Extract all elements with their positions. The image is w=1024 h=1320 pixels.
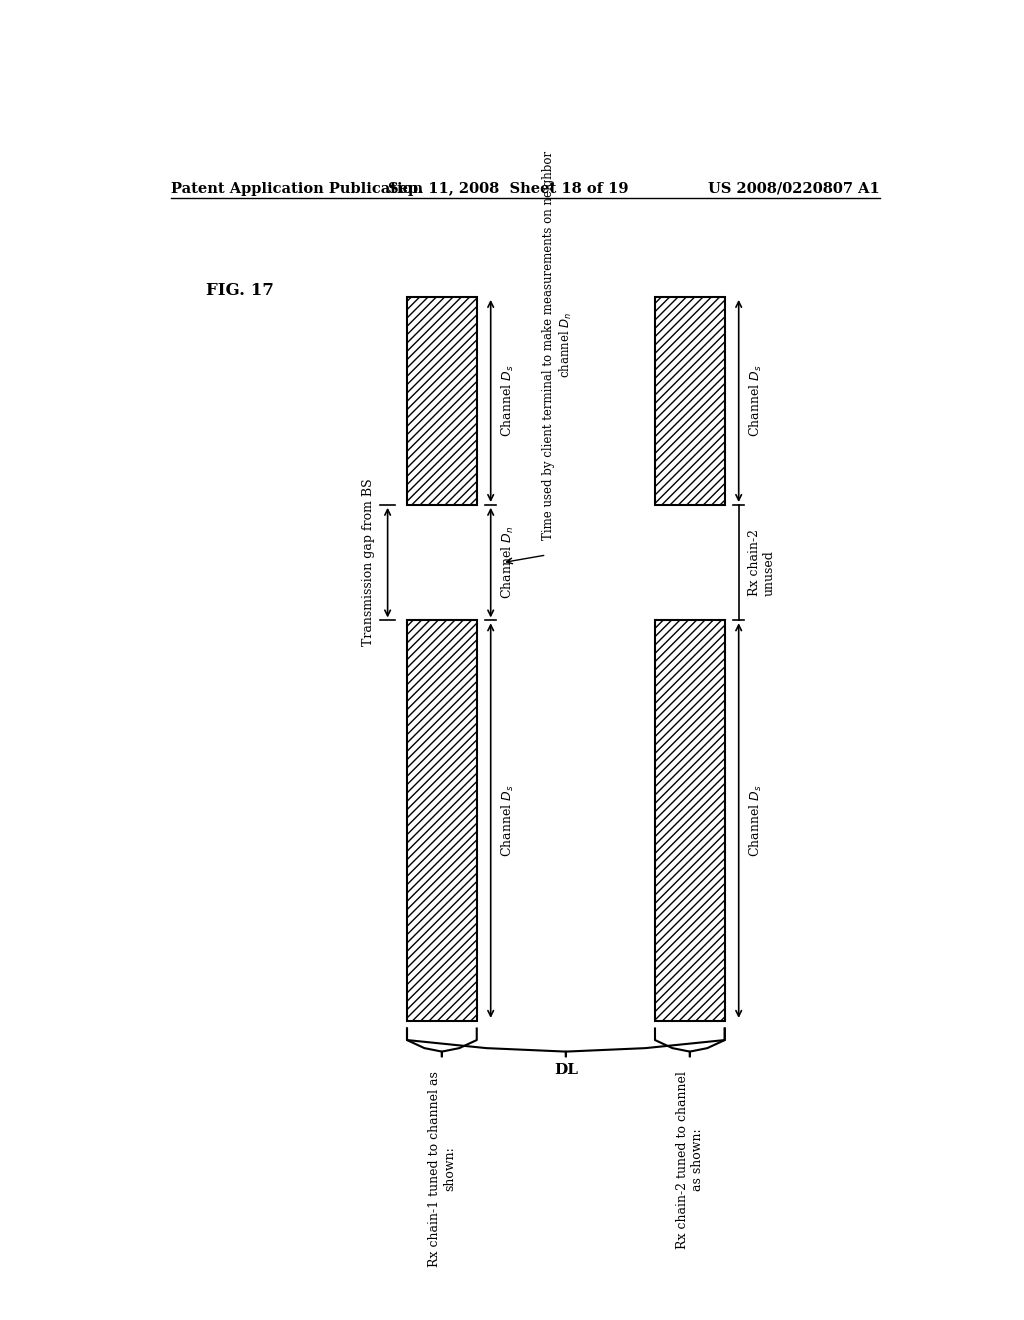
Text: FIG. 17: FIG. 17 — [206, 281, 273, 298]
Text: Patent Application Publication: Patent Application Publication — [171, 182, 423, 195]
Text: Rx chain-2
unused: Rx chain-2 unused — [748, 529, 776, 597]
Text: Channel $D_n$: Channel $D_n$ — [500, 527, 516, 599]
Bar — [655, 620, 725, 1020]
Bar — [407, 297, 477, 506]
Text: Transmission gap from BS: Transmission gap from BS — [361, 479, 375, 647]
Text: Channel $D_s$: Channel $D_s$ — [500, 364, 516, 437]
Text: US 2008/0220807 A1: US 2008/0220807 A1 — [708, 182, 880, 195]
Text: Channel $D_s$: Channel $D_s$ — [748, 364, 764, 437]
Text: Channel $D_s$: Channel $D_s$ — [500, 784, 516, 857]
Text: DL: DL — [554, 1063, 578, 1077]
Bar — [655, 297, 725, 506]
Text: Time used by client terminal to make measurements on neighbor
channel $D_n$: Time used by client terminal to make mea… — [543, 150, 573, 540]
Bar — [407, 620, 477, 1020]
Text: Sep. 11, 2008  Sheet 18 of 19: Sep. 11, 2008 Sheet 18 of 19 — [387, 182, 628, 195]
Text: Rx chain-2 tuned to channel
as shown:: Rx chain-2 tuned to channel as shown: — [676, 1071, 703, 1249]
Text: Rx chain-1 tuned to channel as
shown:: Rx chain-1 tuned to channel as shown: — [428, 1071, 456, 1267]
Text: Channel $D_s$: Channel $D_s$ — [748, 784, 764, 857]
